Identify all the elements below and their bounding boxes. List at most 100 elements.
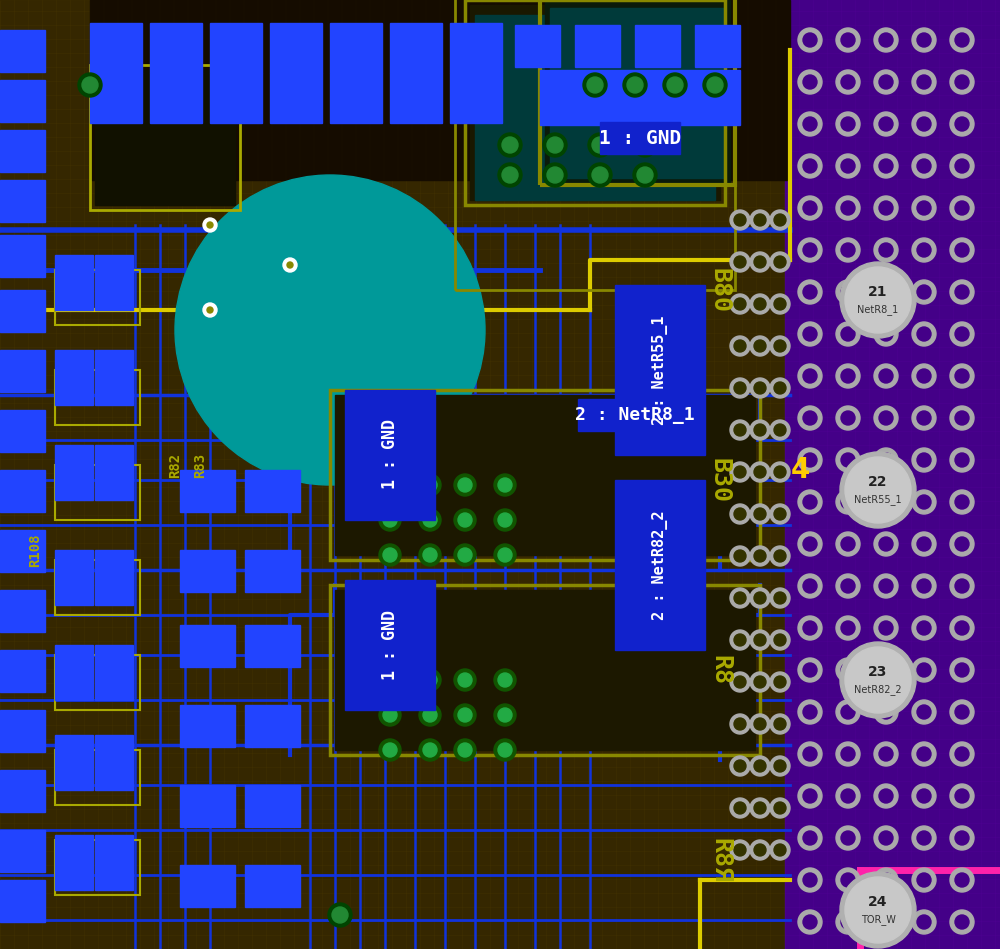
Text: 23: 23 — [868, 665, 888, 679]
Circle shape — [774, 340, 786, 352]
Bar — [0, 290, 45, 332]
Circle shape — [879, 411, 893, 425]
Circle shape — [770, 252, 790, 272]
Circle shape — [770, 714, 790, 734]
Circle shape — [494, 739, 516, 761]
Circle shape — [879, 201, 893, 215]
Circle shape — [798, 616, 822, 640]
Circle shape — [879, 159, 893, 173]
Circle shape — [498, 163, 522, 187]
Text: TOR_W: TOR_W — [861, 915, 895, 925]
Bar — [150, 23, 202, 73]
Text: 2 : NetR82_2: 2 : NetR82_2 — [652, 511, 668, 620]
Circle shape — [955, 915, 969, 929]
Circle shape — [730, 210, 750, 230]
Text: R83: R83 — [193, 453, 207, 477]
Circle shape — [750, 462, 770, 482]
Circle shape — [836, 784, 860, 808]
Circle shape — [836, 406, 860, 430]
Circle shape — [912, 406, 936, 430]
Circle shape — [836, 238, 860, 262]
Bar — [95, 735, 133, 790]
Bar — [390, 23, 442, 73]
Circle shape — [845, 267, 911, 333]
Circle shape — [78, 73, 102, 97]
Circle shape — [770, 798, 790, 818]
Circle shape — [583, 73, 607, 97]
Circle shape — [547, 167, 563, 183]
Circle shape — [874, 784, 898, 808]
Circle shape — [798, 742, 822, 766]
Bar — [450, 23, 502, 73]
Circle shape — [879, 789, 893, 803]
Circle shape — [803, 369, 817, 383]
Circle shape — [836, 910, 860, 934]
Circle shape — [494, 669, 516, 691]
Circle shape — [955, 495, 969, 509]
Circle shape — [734, 508, 746, 520]
Circle shape — [950, 238, 974, 262]
Circle shape — [836, 868, 860, 892]
Circle shape — [917, 705, 931, 719]
Circle shape — [419, 474, 441, 496]
Circle shape — [770, 840, 790, 860]
Circle shape — [287, 262, 293, 268]
Circle shape — [879, 75, 893, 89]
Circle shape — [734, 424, 746, 436]
Circle shape — [423, 743, 437, 757]
Circle shape — [770, 294, 790, 314]
Circle shape — [750, 546, 770, 566]
Circle shape — [912, 490, 936, 514]
Circle shape — [917, 285, 931, 299]
Circle shape — [950, 28, 974, 52]
FancyBboxPatch shape — [345, 390, 435, 520]
Bar — [0, 530, 45, 572]
Bar — [0, 650, 45, 692]
Bar — [55, 560, 140, 615]
Circle shape — [841, 75, 855, 89]
Bar — [0, 0, 790, 949]
Circle shape — [841, 873, 855, 887]
Circle shape — [754, 718, 766, 730]
Circle shape — [841, 369, 855, 383]
Circle shape — [798, 868, 822, 892]
Circle shape — [912, 700, 936, 724]
Text: R108: R108 — [28, 533, 42, 567]
Bar — [95, 350, 133, 405]
Circle shape — [836, 280, 860, 304]
Bar — [180, 625, 235, 667]
Circle shape — [734, 256, 746, 268]
Circle shape — [423, 548, 437, 562]
Circle shape — [955, 201, 969, 215]
Bar — [55, 835, 93, 890]
Circle shape — [836, 322, 860, 346]
Text: R8: R8 — [708, 655, 732, 685]
Bar — [270, 73, 322, 123]
Circle shape — [955, 705, 969, 719]
Circle shape — [950, 532, 974, 556]
Circle shape — [874, 196, 898, 220]
Circle shape — [750, 378, 770, 398]
Circle shape — [803, 579, 817, 593]
Circle shape — [950, 70, 974, 94]
Circle shape — [912, 910, 936, 934]
Bar — [0, 590, 45, 632]
Circle shape — [588, 133, 612, 157]
Circle shape — [592, 137, 608, 153]
Circle shape — [547, 137, 563, 153]
Circle shape — [836, 658, 860, 682]
Circle shape — [874, 70, 898, 94]
Bar — [90, 23, 142, 73]
Bar — [0, 880, 45, 922]
Circle shape — [730, 840, 750, 860]
Bar — [180, 865, 235, 907]
Circle shape — [803, 663, 817, 677]
Circle shape — [750, 630, 770, 650]
Circle shape — [912, 784, 936, 808]
Circle shape — [841, 747, 855, 761]
Circle shape — [841, 159, 855, 173]
Circle shape — [454, 509, 476, 531]
Circle shape — [754, 466, 766, 478]
Circle shape — [754, 214, 766, 226]
Bar — [55, 645, 93, 700]
